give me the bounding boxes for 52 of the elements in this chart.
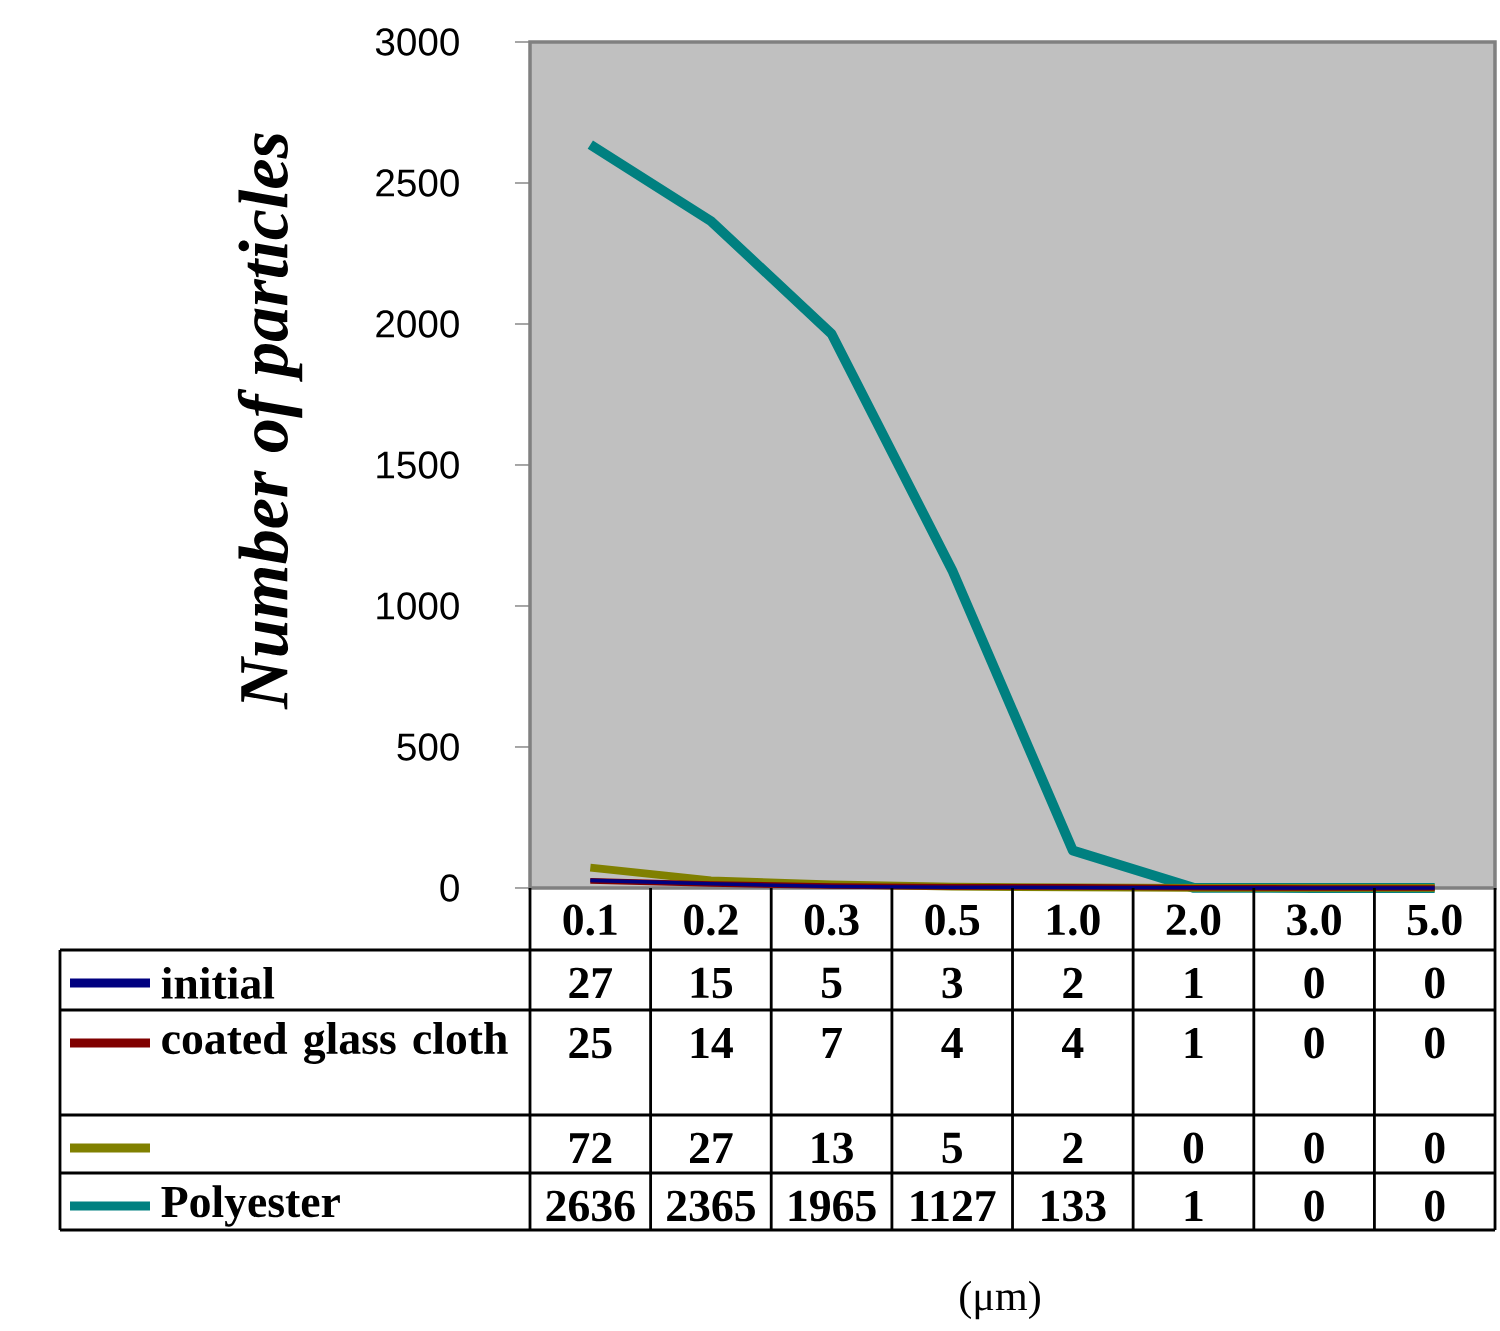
data-label: 5 bbox=[942, 1132, 962, 1164]
legend-label: Polyester bbox=[161, 1185, 340, 1227]
data-label: 2 bbox=[1063, 1132, 1083, 1164]
data-label: 4 bbox=[1062, 1028, 1084, 1059]
y-tick-label: 1000 bbox=[377, 592, 459, 620]
data-label: 27 bbox=[569, 967, 613, 999]
legend-label: coated glass cloth bbox=[162, 1022, 508, 1064]
data-label: 0 bbox=[1425, 1132, 1445, 1164]
y-tick-label: 2000 bbox=[376, 310, 459, 338]
data-label: 2365 bbox=[667, 1190, 755, 1222]
x-tick-label: 3.0 bbox=[1287, 904, 1341, 936]
y-tick-label: 0 bbox=[440, 874, 459, 902]
data-label: 1 bbox=[1185, 1191, 1203, 1222]
data-label: 2636 bbox=[546, 1190, 635, 1222]
data-label: 1 bbox=[1185, 1027, 1203, 1059]
data-label: 3 bbox=[942, 967, 963, 999]
x-tick-label: 5.0 bbox=[1407, 904, 1462, 936]
y-tick-label: 1500 bbox=[377, 451, 459, 479]
x-tick-label: 2.0 bbox=[1166, 904, 1221, 936]
data-label: 0 bbox=[1425, 1027, 1445, 1059]
data-label: 72 bbox=[570, 1132, 612, 1164]
x-tick-label: 1.0 bbox=[1047, 904, 1100, 936]
data-label: 0 bbox=[1425, 967, 1445, 999]
data-label: 2 bbox=[1063, 967, 1083, 999]
x-tick-label: 0.1 bbox=[563, 904, 617, 936]
data-label: 1965 bbox=[789, 1190, 876, 1222]
data-label: 0 bbox=[1304, 967, 1324, 999]
data-label: 0 bbox=[1183, 1132, 1204, 1164]
data-label: 7 bbox=[822, 1028, 842, 1059]
data-label: 1127 bbox=[911, 1190, 996, 1222]
data-label: 25 bbox=[569, 1027, 612, 1059]
x-tick-label: 0.5 bbox=[925, 904, 980, 936]
x-tick-label: 0.2 bbox=[684, 904, 738, 936]
data-label: 0 bbox=[1304, 1190, 1324, 1222]
data-label: 0 bbox=[1304, 1027, 1324, 1059]
data-label: 1 bbox=[1185, 967, 1203, 999]
data-label: 15 bbox=[691, 967, 733, 999]
data-label: 133 bbox=[1042, 1190, 1106, 1222]
data-label: 27 bbox=[690, 1132, 733, 1164]
y-tick-label: 3000 bbox=[375, 28, 459, 56]
data-label: 0 bbox=[1425, 1190, 1445, 1222]
y-tick-label: 500 bbox=[397, 733, 459, 761]
y-tick-label: 2500 bbox=[376, 169, 459, 197]
data-label: 14 bbox=[691, 1027, 733, 1059]
data-label: 4 bbox=[941, 1028, 963, 1059]
data-label: 0 bbox=[1304, 1132, 1324, 1164]
data-label: 5 bbox=[822, 967, 842, 999]
legend-label: initial bbox=[161, 967, 275, 1000]
y-axis-title: Number of particles bbox=[237, 133, 303, 710]
text: (μm) bbox=[960, 1280, 1040, 1320]
data-label: 13 bbox=[812, 1132, 853, 1164]
x-tick-label: 0.3 bbox=[804, 904, 859, 936]
